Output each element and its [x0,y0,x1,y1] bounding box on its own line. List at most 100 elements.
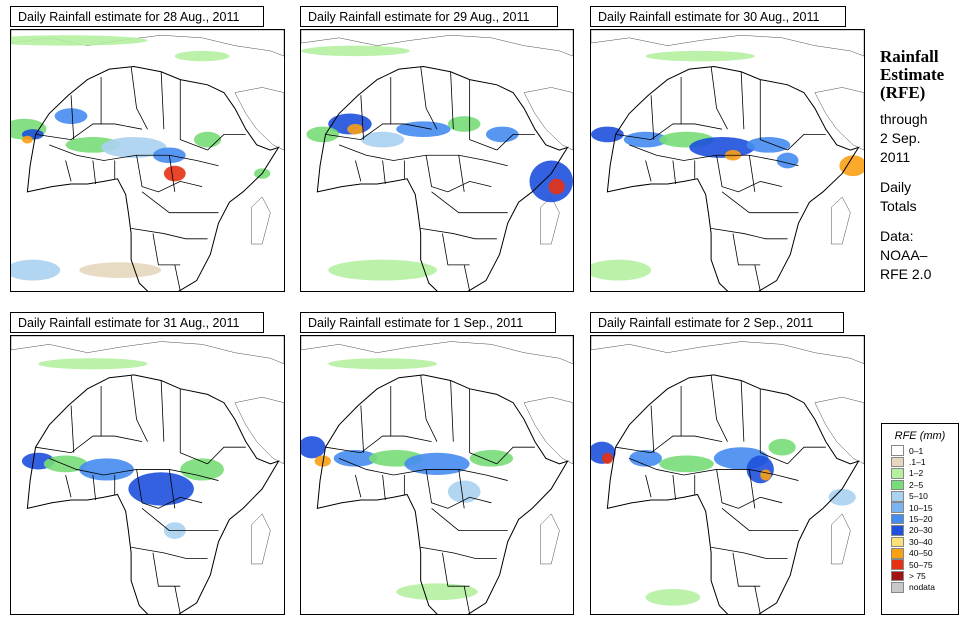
panel-title: Daily Rainfall estimate for 2 Sep., 2011 [590,312,844,333]
country-border [421,375,437,442]
legend-label: 20–30 [909,525,933,536]
legend-item: 10–15 [882,502,958,513]
rain-area [591,259,652,281]
country-border [711,67,727,130]
africa-map-svg [591,336,864,614]
country-border [432,508,508,530]
map-panel: Daily Rainfall estimate for 31 Aug., 201… [10,312,285,615]
caption-date-2: 2011 [880,149,911,165]
country-border [180,80,207,150]
map-panel: Daily Rainfall estimate for 28 Aug., 201… [10,6,285,292]
africa-map-svg [301,30,573,291]
legend-label: 10–15 [909,502,933,513]
rain-area [174,50,230,62]
country-border [71,95,74,139]
country-border [646,475,651,497]
panel-title: Daily Rainfall estimate for 28 Aug., 201… [10,6,264,27]
legend-item: 20–30 [882,525,958,536]
country-border [651,95,654,139]
legend-label: 1–2 [909,468,924,479]
country-border [66,475,71,497]
country-border [421,228,497,238]
rainfall-map [300,335,574,615]
caption-source-1: NOAA– [880,247,928,263]
country-border [673,475,676,500]
rain-area [38,358,148,370]
land-outline [591,30,864,56]
country-border [616,436,722,453]
legend-label: 50–75 [909,559,933,570]
panel-title: Daily Rainfall estimate for 30 Aug., 201… [590,6,846,27]
land-outline [251,514,270,564]
rain-area [11,35,148,46]
legend-label: .1–1 [909,457,926,468]
country-border [153,553,180,586]
land-outline [11,336,284,364]
rain-area [746,137,791,153]
rain-area [548,178,565,195]
map-panel: Daily Rainfall estimate for 29 Aug., 201… [300,6,574,292]
country-border [355,475,360,497]
country-border [361,95,364,139]
rainfall-map [590,335,865,615]
country-border [711,228,787,238]
country-border [426,155,491,192]
land-outline [540,197,559,244]
rain-area [79,458,134,481]
country-border [470,389,497,464]
rain-area [11,259,61,281]
panel-title: Daily Rainfall estimate for 29 Aug., 201… [300,6,558,27]
panel-title: Daily Rainfall estimate for 31 Aug., 201… [10,312,264,333]
country-border [426,469,491,508]
country-border [36,124,142,140]
country-border [497,134,535,150]
rain-area [469,449,514,467]
country-border [760,80,787,150]
country-border [383,475,386,500]
country-border [459,155,464,192]
legend-swatch [891,502,904,513]
country-border [161,72,164,129]
africa-map-svg [11,30,284,291]
legend-title: RFE (mm) [894,430,946,442]
rain-area [776,152,799,169]
rain-area [180,458,224,481]
country-border [651,406,654,453]
legend-swatch [891,456,904,468]
rain-area [659,455,714,473]
rain-area [645,588,701,606]
country-border [175,265,180,291]
rain-area [645,50,755,62]
country-border [464,265,469,291]
caption-source-2: RFE 2.0 [880,266,932,282]
legend-item: .1–1 [882,456,958,468]
legend-item: 40–50 [882,547,958,559]
rain-area [301,436,326,459]
rain-area [447,480,481,503]
rain-area [828,488,856,506]
country-border [180,389,207,464]
country-border [616,124,722,140]
land-outline [831,197,850,244]
country-border [169,469,174,508]
rain-area [328,358,437,370]
coastline [607,67,858,291]
map-panel: Daily Rainfall estimate for 30 Aug., 201… [590,6,865,292]
country-border [137,155,203,192]
country-border [497,447,535,464]
rain-area [447,116,481,132]
country-border [733,234,760,265]
legend-item: 2–5 [882,479,958,491]
country-border [161,380,164,441]
rainfall-map [10,29,285,292]
legend-swatch [891,559,904,570]
rain-area [21,135,33,144]
panel-title: Daily Rainfall estimate for 1 Sep., 2011 [300,312,556,333]
country-border [464,586,469,614]
country-border [733,553,760,586]
country-border [442,553,469,586]
legend-swatch [891,490,904,502]
legend-swatch [891,525,904,536]
coastline [317,67,567,291]
rain-area [328,259,437,281]
